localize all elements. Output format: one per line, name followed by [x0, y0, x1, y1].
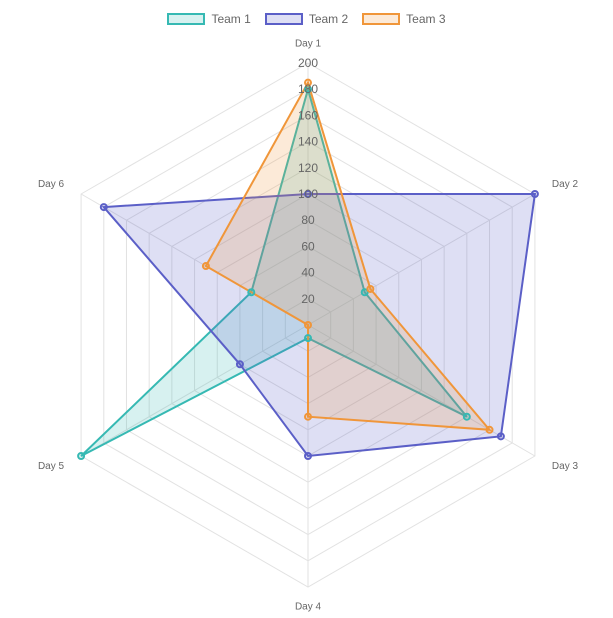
radial-tick-label: 180: [298, 82, 318, 96]
radial-tick-label: 140: [298, 135, 318, 149]
radial-tick-label: 200: [298, 56, 318, 70]
radial-tick-label: 60: [301, 239, 315, 253]
data-point-team-1: [77, 452, 86, 460]
data-point-team-2: [304, 452, 312, 460]
radial-tick-label: 120: [298, 161, 318, 175]
legend-item-team-2[interactable]: Team 2: [264, 12, 349, 26]
data-point-team-3: [304, 321, 312, 329]
category-label: Day 5: [38, 461, 65, 472]
grid-spoke: [307, 324, 536, 457]
legend-item-team-1[interactable]: Team 1: [167, 12, 251, 26]
data-point-team-1: [304, 334, 312, 343]
grid-spoke: [307, 193, 536, 326]
legend-item-team-3[interactable]: Team 3: [362, 12, 446, 26]
data-point-team-3: [304, 412, 312, 421]
grid-spoke: [80, 324, 309, 457]
data-point-team-2: [235, 360, 244, 369]
data-point-team-1: [360, 288, 369, 297]
legend-label-team-3: Team 3: [406, 12, 446, 26]
legend-swatch-team-3: [362, 13, 401, 25]
radial-tick-label: 40: [301, 266, 315, 280]
radial-tick-label: 20: [301, 292, 315, 306]
chart-legend: Team 1 Team 2 Team 3: [0, 12, 613, 26]
category-label: Day 4: [295, 602, 322, 613]
series-area-team-3: [204, 80, 492, 431]
data-point-team-3: [304, 78, 312, 87]
data-point-team-2: [530, 190, 539, 198]
data-point-team-1: [247, 288, 256, 297]
category-label: Day 1: [295, 38, 322, 49]
radial-tick-label: 160: [298, 108, 318, 122]
legend-label-team-1: Team 1: [211, 12, 251, 26]
category-label: Day 2: [552, 179, 579, 190]
radial-tick-label: 100: [298, 187, 318, 201]
data-point-team-3: [485, 425, 494, 434]
series-area-team-2: [101, 193, 537, 458]
radial-tick-label: 80: [301, 213, 315, 227]
legend-label-team-2: Team 2: [308, 12, 349, 26]
data-point-team-2: [304, 190, 312, 198]
data-point-team-2: [99, 203, 108, 212]
data-point-team-2: [496, 432, 505, 441]
data-point-team-3: [366, 284, 375, 293]
category-label: Day 6: [38, 179, 65, 190]
data-point-team-1: [462, 412, 471, 421]
legend-swatch-team-2: [264, 13, 303, 25]
category-label: Day 3: [552, 461, 579, 472]
data-point-team-3: [201, 262, 210, 271]
legend-swatch-team-1: [167, 13, 206, 25]
